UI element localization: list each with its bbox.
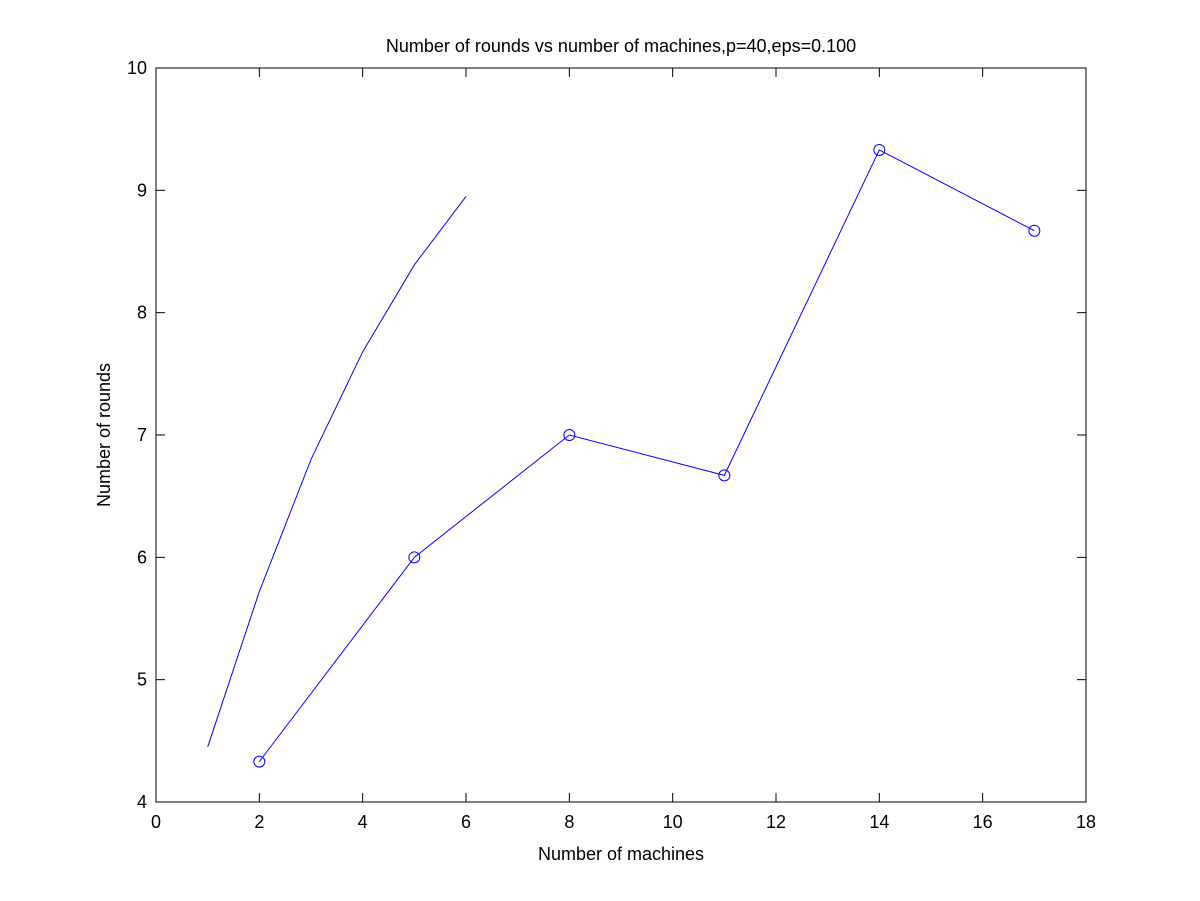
chart-title: Number of rounds vs number of machines,p… bbox=[386, 36, 856, 56]
y-tick-label: 9 bbox=[137, 180, 147, 200]
series-2-point bbox=[873, 143, 886, 156]
y-tick-label: 4 bbox=[137, 792, 147, 812]
x-tick-label: 16 bbox=[973, 812, 993, 832]
series-2-point bbox=[1028, 224, 1041, 237]
y-tick-label: 5 bbox=[137, 670, 147, 690]
series-2-point bbox=[253, 755, 266, 768]
y-axis-label: Number of rounds bbox=[94, 363, 114, 507]
x-tick-label: 2 bbox=[254, 812, 264, 832]
x-tick-label: 18 bbox=[1076, 812, 1096, 832]
series-2-line bbox=[258, 149, 1035, 762]
y-tick-label: 8 bbox=[137, 303, 147, 323]
series-2-point bbox=[408, 551, 421, 564]
x-tick-label: 6 bbox=[461, 812, 471, 832]
x-tick-label: 0 bbox=[151, 812, 161, 832]
series-2-point bbox=[718, 469, 731, 482]
x-tick-label: 12 bbox=[766, 812, 786, 832]
x-axis-label: Number of machines bbox=[538, 844, 704, 864]
x-tick-label: 4 bbox=[358, 812, 368, 832]
y-tick-label: 7 bbox=[137, 425, 147, 445]
x-tick-label: 8 bbox=[564, 812, 574, 832]
x-tick-label: 14 bbox=[869, 812, 889, 832]
series-layer bbox=[207, 143, 1041, 768]
plot-area bbox=[155, 67, 1087, 803]
ticks: 0 2 4 6 8 10 12 14 16 18 4 5 6 7 8 9 10 bbox=[127, 58, 1096, 832]
y-tick-label: 6 bbox=[137, 547, 147, 567]
series-1-line bbox=[207, 196, 467, 748]
x-tick-label: 10 bbox=[663, 812, 683, 832]
y-tick-label: 10 bbox=[127, 58, 147, 78]
series-2-point bbox=[563, 429, 576, 441]
